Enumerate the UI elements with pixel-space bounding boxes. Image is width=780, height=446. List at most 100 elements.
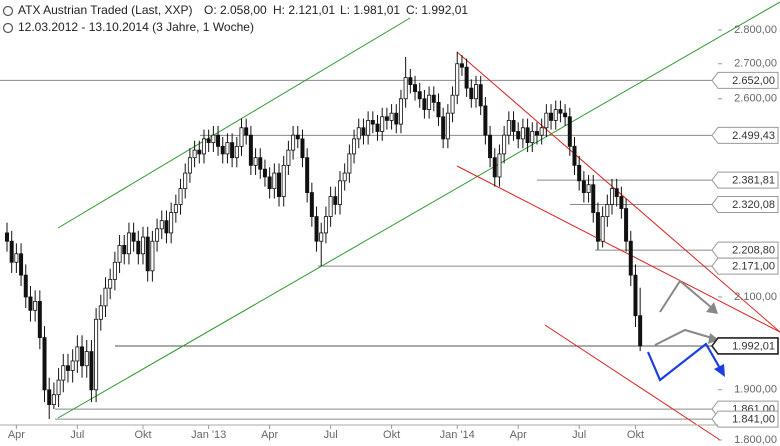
level-tag (711, 410, 779, 428)
candle-body (333, 196, 338, 205)
y-tick-label: 2.600,00 (734, 93, 777, 105)
candle-body (530, 131, 535, 144)
candle-body (112, 261, 117, 280)
candle-body (436, 101, 441, 118)
candle-body (201, 138, 206, 155)
candle-body (441, 116, 446, 140)
candle-body (19, 253, 24, 276)
candle-body (445, 112, 450, 140)
candle-body (117, 244, 122, 263)
y-tick-label: 1.900,00 (734, 384, 777, 396)
candle-body (14, 253, 19, 263)
candle-body (370, 120, 375, 125)
candle-body (591, 184, 596, 213)
candle-body (614, 188, 619, 197)
candle-body (164, 220, 169, 234)
candle-body (61, 365, 66, 381)
level-tag (711, 126, 779, 144)
scenario-arrows (646, 279, 725, 382)
candle-body (563, 112, 568, 118)
ohlc-high: H: 2.121,01 (273, 3, 335, 17)
candle-body (483, 105, 488, 136)
candle-body (398, 98, 403, 125)
candle-body (403, 77, 408, 100)
candle-body (28, 296, 33, 311)
candle-body (169, 212, 174, 234)
candle-body (511, 120, 516, 132)
candles (5, 51, 643, 420)
level-tag (711, 337, 779, 355)
candle-body (75, 346, 80, 362)
candle-body (159, 220, 164, 230)
gray-arrow-2 (654, 328, 713, 346)
candle-body (408, 77, 413, 86)
candle-body (84, 351, 89, 367)
candle-body (342, 172, 347, 182)
candle-body (9, 240, 14, 263)
candle-body (469, 87, 474, 100)
candle-body (619, 196, 624, 209)
candle-body (187, 157, 192, 174)
candle-body (70, 360, 75, 371)
ohlc-low: L: 1.981,01 (340, 3, 400, 17)
x-tick-label: Okt (383, 429, 400, 441)
candle-body (544, 112, 549, 129)
blue-arrow (646, 342, 722, 382)
candle-body (65, 365, 70, 371)
candle-body (567, 116, 572, 147)
candle-body (42, 337, 47, 391)
candle-body (225, 142, 230, 155)
candle-body (94, 318, 99, 391)
candle-body (558, 109, 563, 114)
candle-body (337, 180, 342, 205)
candle-body (581, 180, 586, 193)
candle-body (155, 228, 160, 242)
axes: 1.800,00 1.900,00 2.100,00 2.600,00 2.700,00… (0, 24, 779, 446)
candle-body (136, 240, 141, 255)
candle-body (366, 120, 371, 136)
candle-body (577, 164, 582, 182)
candle-body (173, 204, 178, 213)
candle-body (502, 134, 507, 155)
candle-body (389, 112, 394, 121)
candle-body (230, 142, 235, 159)
candle-body (267, 176, 272, 190)
candle-body (234, 145, 239, 159)
level-label: 2.381,81 (732, 175, 775, 187)
candle-body (305, 157, 310, 193)
y-tick-label: 1.800,00 (734, 434, 777, 446)
candle-body (600, 216, 605, 242)
ohlc-open: O: 2.058,00 (204, 3, 267, 17)
candle-body (291, 134, 296, 151)
candle-body (488, 134, 493, 159)
candle-body (295, 134, 300, 140)
candle-body (178, 188, 183, 205)
y-tick-label: 2.100,00 (734, 291, 777, 303)
candle-body (539, 127, 544, 136)
level-label: 1.841,00 (732, 414, 775, 426)
candle-body (450, 94, 455, 114)
candle-body (258, 157, 263, 170)
level-tag (711, 257, 779, 275)
x-tick-label: Apr (261, 429, 278, 441)
candle-body (309, 192, 314, 217)
y-tick-label: 2.800,00 (734, 24, 777, 36)
ohlc-close: C: 1.992,01 (406, 3, 468, 17)
candle-body (253, 157, 258, 166)
candle-body (638, 315, 643, 347)
candle-body (464, 66, 469, 89)
candle-body (427, 94, 432, 110)
candle-body (413, 84, 418, 93)
candle-body (126, 232, 131, 255)
candle-body (262, 168, 267, 178)
level-label: 2.208,80 (732, 244, 775, 256)
candle-body (244, 127, 249, 136)
candle-body (281, 164, 286, 197)
candle-body (328, 196, 333, 217)
candle-body (103, 287, 108, 307)
y-tick-label: 2.700,00 (734, 58, 777, 70)
clock-icon (2, 22, 14, 34)
candle-body (633, 274, 638, 317)
level-label: 2.652,00 (732, 75, 775, 87)
